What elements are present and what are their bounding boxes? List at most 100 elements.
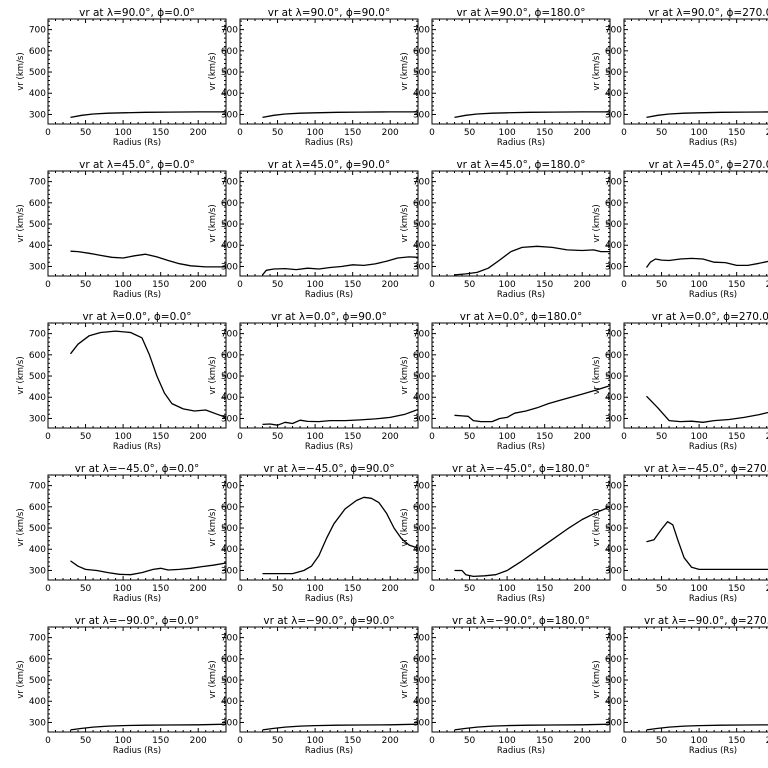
x-tick-label: 0 bbox=[45, 584, 51, 594]
y-tick-label: 600 bbox=[413, 351, 430, 361]
y-tick-label: 400 bbox=[605, 241, 622, 251]
x-axis-label: Radius (Rs) bbox=[113, 746, 161, 756]
series-line bbox=[262, 111, 418, 119]
x-tick-label: 0 bbox=[45, 432, 51, 442]
x-tick-label: 50 bbox=[656, 280, 668, 290]
y-tick-label: 600 bbox=[29, 655, 46, 665]
y-tick-label: 300 bbox=[413, 110, 430, 120]
y-tick-label: 300 bbox=[605, 414, 622, 424]
chart-panel: vr at λ=90.0°, ϕ=270.0° 0 50 100 150 200 300 40… bbox=[592, 7, 768, 148]
y-tick-label: 400 bbox=[605, 89, 622, 99]
y-tick-label: 700 bbox=[413, 330, 430, 340]
x-tick-label: 200 bbox=[766, 736, 768, 746]
x-tick-label: 100 bbox=[691, 280, 708, 290]
plot-frame bbox=[623, 474, 768, 581]
y-tick-label: 300 bbox=[605, 110, 622, 120]
plot-frame bbox=[239, 18, 419, 125]
x-tick-label: 200 bbox=[382, 432, 399, 442]
y-tick-label: 500 bbox=[221, 524, 238, 534]
x-tick-label: 150 bbox=[344, 432, 361, 442]
y-axis-label: vr (km/s) bbox=[208, 508, 218, 546]
y-tick-label: 500 bbox=[605, 372, 622, 382]
x-tick-label: 150 bbox=[344, 736, 361, 746]
chart-panel: vr at λ=−90.0°, ϕ=0.0° 0 50 100 150 200 300 400… bbox=[16, 615, 227, 756]
chart-panel: vr at λ=90.0°, ϕ=0.0° 0 50 100 150 200 300 400 5… bbox=[16, 7, 227, 148]
y-tick-label: 500 bbox=[605, 220, 622, 230]
chart-title: vr at λ=90.0°, ϕ=90.0° bbox=[268, 7, 390, 19]
chart-panel: vr at λ=−45.0°, ϕ=90.0° 0 50 100 150 200 300 40… bbox=[208, 463, 419, 604]
x-tick-label: 150 bbox=[728, 736, 745, 746]
x-axis-label: Radius (Rs) bbox=[113, 138, 161, 148]
x-tick-label: 200 bbox=[190, 432, 207, 442]
y-tick-label: 400 bbox=[605, 697, 622, 707]
plot-frame bbox=[431, 626, 611, 733]
x-tick-label: 200 bbox=[382, 736, 399, 746]
x-tick-label: 0 bbox=[621, 432, 627, 442]
chart-title: vr at λ=45.0°, ϕ=180.0° bbox=[456, 159, 585, 171]
y-tick-label: 700 bbox=[413, 482, 430, 492]
y-axis-label: vr (km/s) bbox=[16, 508, 26, 546]
y-tick-label: 500 bbox=[605, 68, 622, 78]
y-tick-label: 600 bbox=[29, 503, 46, 513]
series-line bbox=[262, 496, 419, 575]
x-tick-label: 0 bbox=[621, 128, 627, 138]
x-tick-label: 50 bbox=[272, 584, 284, 594]
x-tick-label: 50 bbox=[656, 584, 668, 594]
x-tick-label: 200 bbox=[574, 736, 591, 746]
x-tick-label: 150 bbox=[344, 280, 361, 290]
x-axis-label: Radius (Rs) bbox=[689, 442, 737, 452]
x-axis-label: Radius (Rs) bbox=[305, 290, 353, 300]
x-tick-label: 200 bbox=[574, 128, 591, 138]
x-tick-label: 200 bbox=[382, 584, 399, 594]
y-tick-label: 500 bbox=[413, 372, 430, 382]
x-tick-label: 50 bbox=[272, 736, 284, 746]
chart-panel: vr at λ=−45.0°, ϕ=270.0° 0 50 100 150 200 300 4… bbox=[592, 463, 768, 604]
y-tick-label: 500 bbox=[29, 372, 46, 382]
x-axis-label: Radius (Rs) bbox=[497, 290, 545, 300]
plot-frame bbox=[47, 18, 227, 125]
y-axis-label: vr (km/s) bbox=[208, 52, 218, 90]
x-tick-label: 150 bbox=[152, 432, 169, 442]
chart-title: vr at λ=−90.0°, ϕ=0.0° bbox=[75, 615, 200, 627]
x-tick-label: 100 bbox=[307, 432, 324, 442]
x-tick-label: 50 bbox=[464, 584, 476, 594]
plot-frame bbox=[623, 170, 768, 277]
series-line bbox=[646, 521, 768, 571]
x-tick-label: 150 bbox=[536, 128, 553, 138]
x-tick-label: 50 bbox=[272, 128, 284, 138]
y-axis-label: vr (km/s) bbox=[208, 660, 218, 698]
y-axis-label: vr (km/s) bbox=[400, 660, 410, 698]
x-tick-label: 150 bbox=[536, 280, 553, 290]
x-tick-label: 150 bbox=[728, 584, 745, 594]
chart-title: vr at λ=90.0°, ϕ=180.0° bbox=[456, 7, 585, 19]
x-tick-label: 200 bbox=[382, 280, 399, 290]
x-tick-label: 100 bbox=[499, 736, 516, 746]
y-tick-label: 500 bbox=[29, 676, 46, 686]
y-tick-label: 600 bbox=[221, 655, 238, 665]
y-axis-label: vr (km/s) bbox=[592, 356, 602, 394]
y-tick-label: 600 bbox=[605, 199, 622, 209]
x-axis-label: Radius (Rs) bbox=[113, 442, 161, 452]
plot-frame bbox=[47, 474, 227, 581]
y-tick-label: 700 bbox=[29, 26, 46, 36]
x-tick-label: 50 bbox=[464, 128, 476, 138]
x-axis-label: Radius (Rs) bbox=[689, 138, 737, 148]
y-axis-label: vr (km/s) bbox=[592, 660, 602, 698]
y-axis-label: vr (km/s) bbox=[400, 508, 410, 546]
chart-panel: vr at λ=−90.0°, ϕ=270.0° 0 50 100 150 200 300 4… bbox=[592, 615, 768, 756]
chart-title: vr at λ=90.0°, ϕ=0.0° bbox=[79, 7, 195, 19]
y-tick-label: 400 bbox=[605, 393, 622, 403]
y-tick-label: 400 bbox=[221, 241, 238, 251]
chart-panel: vr at λ=45.0°, ϕ=270.0° 0 50 100 150 200 300 40… bbox=[592, 159, 768, 300]
y-axis-label: vr (km/s) bbox=[592, 508, 602, 546]
y-tick-label: 500 bbox=[221, 220, 238, 230]
y-axis-label: vr (km/s) bbox=[16, 52, 26, 90]
chart-title: vr at λ=−45.0°, ϕ=0.0° bbox=[75, 463, 200, 475]
y-tick-label: 500 bbox=[413, 220, 430, 230]
y-tick-label: 300 bbox=[29, 414, 46, 424]
chart-panel: vr at λ=45.0°, ϕ=0.0° 0 50 100 150 200 300 400 5… bbox=[16, 159, 227, 300]
y-tick-label: 300 bbox=[413, 262, 430, 272]
x-tick-label: 200 bbox=[574, 280, 591, 290]
series-line bbox=[645, 257, 768, 268]
y-tick-label: 400 bbox=[413, 545, 430, 555]
